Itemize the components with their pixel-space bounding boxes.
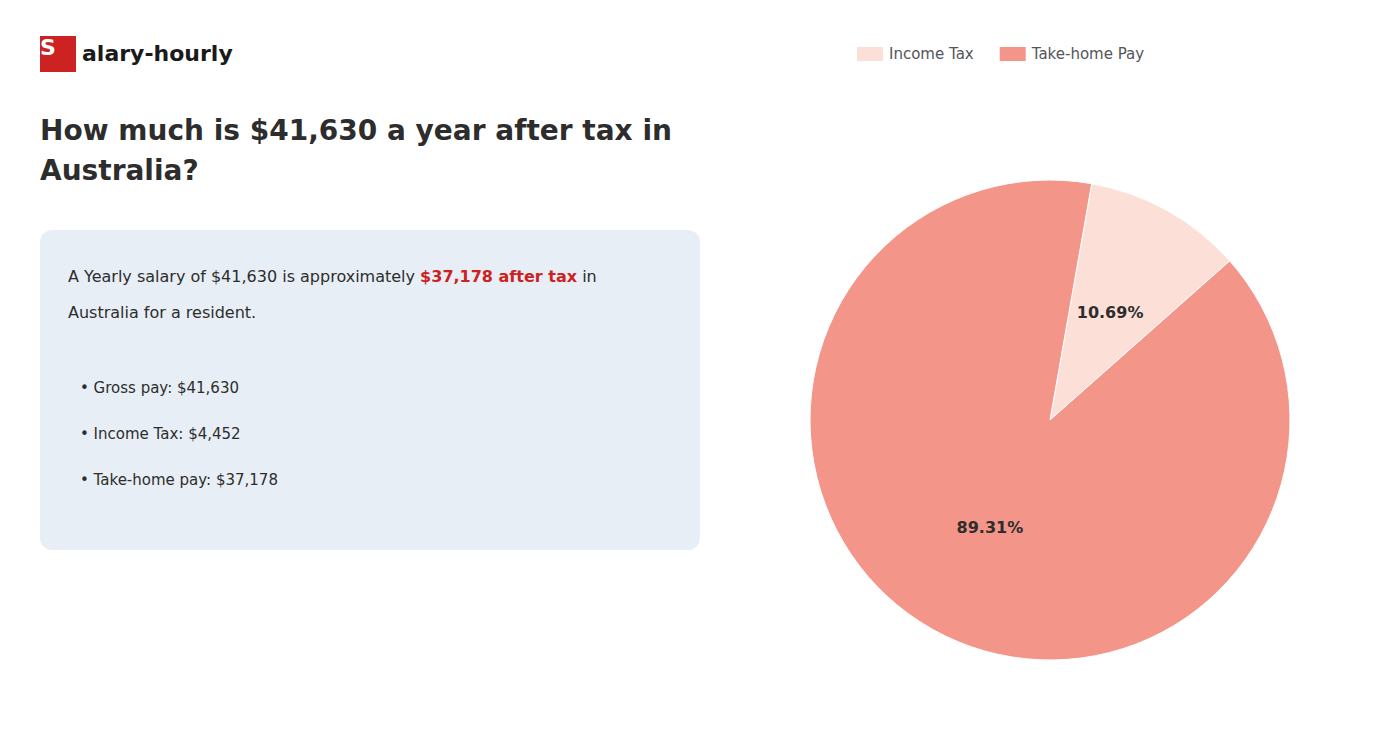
svg-text:Income Tax: Income Tax [889,45,974,63]
svg-text:$37,178 after tax: $37,178 after tax [420,267,578,286]
svg-text:• Gross pay: $41,630: • Gross pay: $41,630 [80,379,239,397]
svg-text:Australia for a resident.: Australia for a resident. [68,303,256,322]
svg-text:A Yearly salary of $41,630 is: A Yearly salary of $41,630 is approximat… [68,267,420,286]
svg-text:How much is $41,630 a year aft: How much is $41,630 a year after tax in [40,114,672,147]
svg-text:alary-hourly: alary-hourly [82,41,233,66]
svg-text:Take-home Pay: Take-home Pay [1031,45,1145,63]
svg-text:S: S [40,35,56,60]
svg-text:• Income Tax: $4,452: • Income Tax: $4,452 [80,425,241,443]
svg-text:10.69%: 10.69% [1077,303,1144,322]
svg-text:89.31%: 89.31% [957,518,1024,537]
svg-text:• Take-home pay: $37,178: • Take-home pay: $37,178 [80,471,278,489]
svg-text:Australia?: Australia? [40,154,199,187]
svg-text:in: in [577,267,597,286]
